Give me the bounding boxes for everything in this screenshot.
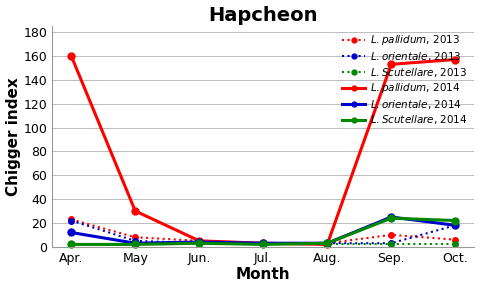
- Line: L. Scutellare, 2014: L. Scutellare, 2014: [68, 215, 459, 248]
- L. Scutellare, 2014: [388, 217, 394, 220]
- L. Scutellare, 2013: [68, 243, 74, 246]
- L. orientale, 2014: [452, 223, 458, 227]
- L. Scutellare, 2013: [196, 243, 202, 246]
- L. Scutellare, 2014: [452, 219, 458, 222]
- L. pallidum, 2014: [452, 58, 458, 61]
- L. pallidum, 2013: [68, 218, 74, 221]
- X-axis label: Month: Month: [236, 268, 290, 283]
- L. orientale, 2013: [68, 219, 74, 222]
- L. Scutellare, 2013: [388, 243, 394, 246]
- L. pallidum, 2013: [260, 242, 266, 245]
- Title: Hapcheon: Hapcheon: [208, 5, 318, 24]
- Y-axis label: Chigger index: Chigger index: [6, 77, 21, 196]
- L. Scutellare, 2013: [260, 243, 266, 246]
- L. pallidum, 2013: [196, 239, 202, 242]
- L. Scutellare, 2014: [132, 243, 138, 246]
- L. orientale, 2014: [196, 240, 202, 244]
- L. orientale, 2013: [196, 242, 202, 245]
- L. orientale, 2013: [452, 223, 458, 227]
- L. Scutellare, 2014: [68, 243, 74, 246]
- L. orientale, 2013: [260, 242, 266, 245]
- L. Scutellare, 2013: [452, 243, 458, 246]
- L. orientale, 2013: [388, 242, 394, 245]
- L. pallidum, 2013: [388, 233, 394, 237]
- L. orientale, 2014: [324, 242, 330, 245]
- Line: L. Scutellare, 2013: L. Scutellare, 2013: [69, 242, 458, 247]
- L. orientale, 2014: [68, 231, 74, 234]
- L. Scutellare, 2014: [260, 243, 266, 246]
- Legend: $\it{L. pallidum}$, 2013, $\it{L. orientale}$, 2013, $\it{L. Scutellare}$, 2013,: $\it{L. pallidum}$, 2013, $\it{L. orient…: [340, 31, 469, 128]
- Line: L. orientale, 2014: L. orientale, 2014: [68, 213, 459, 247]
- L. orientale, 2014: [260, 242, 266, 245]
- L. orientale, 2014: [132, 242, 138, 245]
- Line: L. pallidum, 2014: L. pallidum, 2014: [68, 52, 459, 248]
- L. pallidum, 2013: [324, 242, 330, 245]
- L. pallidum, 2014: [260, 242, 266, 245]
- L. Scutellare, 2014: [324, 242, 330, 245]
- L. pallidum, 2014: [132, 209, 138, 213]
- L. orientale, 2013: [324, 242, 330, 245]
- L. pallidum, 2014: [324, 243, 330, 246]
- L. orientale, 2013: [132, 239, 138, 242]
- L. pallidum, 2013: [132, 236, 138, 239]
- Line: L. orientale, 2013: L. orientale, 2013: [69, 218, 458, 246]
- L. Scutellare, 2013: [324, 243, 330, 246]
- L. pallidum, 2013: [452, 238, 458, 241]
- Line: L. pallidum, 2013: L. pallidum, 2013: [69, 217, 458, 246]
- L. Scutellare, 2013: [132, 243, 138, 246]
- L. pallidum, 2014: [196, 239, 202, 242]
- L. Scutellare, 2014: [196, 242, 202, 245]
- L. pallidum, 2014: [68, 54, 74, 58]
- L. pallidum, 2014: [388, 62, 394, 66]
- L. orientale, 2014: [388, 215, 394, 219]
